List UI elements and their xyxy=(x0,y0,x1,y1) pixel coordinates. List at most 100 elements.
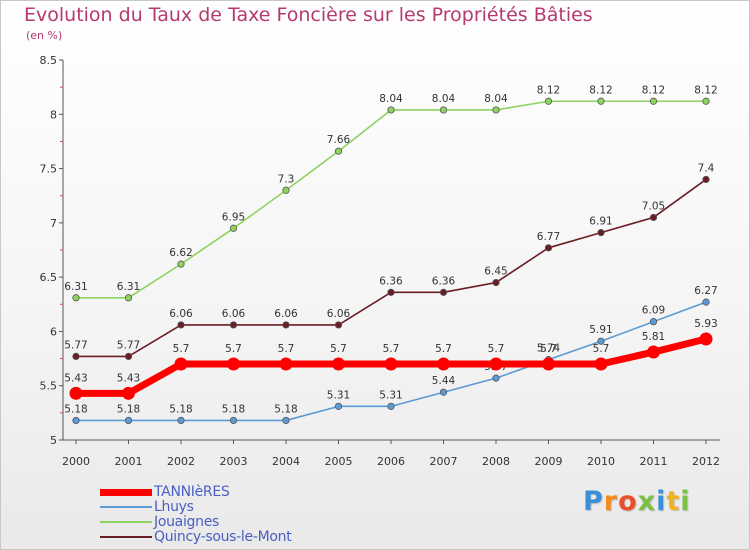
data-label: 5.7 xyxy=(593,343,610,355)
data-label: 5.31 xyxy=(379,389,402,401)
data-point xyxy=(387,288,395,296)
x-tick-label: 2004 xyxy=(272,455,300,468)
data-label: 5.18 xyxy=(274,403,297,415)
data-point xyxy=(177,321,185,329)
data-label: 6.27 xyxy=(694,285,717,297)
data-label: 6.06 xyxy=(169,308,193,320)
data-point xyxy=(177,260,185,268)
data-label: 5.7 xyxy=(383,343,400,355)
data-point xyxy=(334,321,343,329)
data-label: 5.7 xyxy=(225,343,242,355)
data-point xyxy=(702,97,710,105)
data-label: 6.62 xyxy=(169,247,192,259)
data-point xyxy=(124,416,133,425)
legend-swatch xyxy=(100,489,152,496)
data-label: 6.77 xyxy=(537,231,560,243)
data-point xyxy=(597,97,605,105)
legend-swatch xyxy=(100,521,152,523)
line-chart: 5 5.5 6 6.5 7 7.5 8 8.5 2000 2001 2002 2003 2004 2005… xyxy=(40,54,720,468)
data-point xyxy=(439,106,448,114)
data-label: 6.06 xyxy=(274,308,298,320)
data-label: 5.7 xyxy=(173,343,190,355)
data-point xyxy=(437,357,450,371)
logo-letter: P xyxy=(583,486,604,517)
data-point xyxy=(544,97,553,105)
data-label: 5.93 xyxy=(694,318,717,330)
data-label: 7.05 xyxy=(642,200,665,212)
y-tick-label: 8.5 xyxy=(40,54,58,67)
data-label: 5.7 xyxy=(330,343,347,355)
data-label: 5.44 xyxy=(432,375,456,387)
y-tick-label: 5 xyxy=(50,434,57,447)
data-point xyxy=(334,402,343,410)
x-tick-label: 2000 xyxy=(62,455,90,468)
y-tick-label: 6.5 xyxy=(40,271,58,284)
data-point xyxy=(492,278,500,287)
y-tick-label: 7 xyxy=(50,217,57,230)
x-tick-label: 2001 xyxy=(115,455,143,468)
data-point xyxy=(72,294,80,302)
data-label: 7.3 xyxy=(278,173,295,185)
data-label: 6.91 xyxy=(589,216,612,228)
data-point xyxy=(229,321,238,329)
data-label: 6.06 xyxy=(327,308,351,320)
data-point xyxy=(594,357,608,371)
y-tick-label: 5.5 xyxy=(40,380,58,393)
data-label: 5.18 xyxy=(64,403,87,415)
x-tick-label: 2009 xyxy=(535,455,563,468)
legend-label: TANNIèRES xyxy=(154,484,230,500)
data-label: 6.36 xyxy=(379,275,403,287)
data-point xyxy=(699,332,713,346)
chart-subtitle: (en %) xyxy=(26,29,63,42)
data-label: 5.81 xyxy=(642,331,665,343)
data-point xyxy=(597,229,605,237)
x-tick-label: 2011 xyxy=(640,455,668,468)
data-label: 5.43 xyxy=(64,372,87,384)
data-point xyxy=(647,345,660,359)
data-point xyxy=(282,186,290,194)
data-label: 7.4 xyxy=(698,162,715,174)
data-label: 6.31 xyxy=(117,281,140,293)
legend-swatch xyxy=(100,506,152,508)
data-label: 5.7 xyxy=(435,343,452,355)
logo-letter: r xyxy=(603,486,619,517)
logo-letter: t xyxy=(666,486,681,517)
x-tick-label: 2003 xyxy=(220,455,248,468)
data-point xyxy=(439,288,448,296)
data-point xyxy=(332,357,345,371)
data-point xyxy=(649,213,658,222)
legend-label: Lhuys xyxy=(154,499,194,515)
data-point xyxy=(229,416,238,425)
x-tick-label: 2002 xyxy=(167,455,195,468)
legend-label: Jouaignes xyxy=(154,514,220,530)
data-point xyxy=(279,357,293,371)
data-point xyxy=(72,352,80,360)
logo-letter: i xyxy=(680,486,691,517)
data-point xyxy=(387,402,395,410)
data-label: 5.31 xyxy=(327,389,350,401)
data-label: 6.45 xyxy=(484,266,507,278)
logo-letter: i xyxy=(656,486,667,517)
data-label: 8.04 xyxy=(379,93,403,105)
data-point xyxy=(122,386,135,400)
data-point xyxy=(124,294,133,302)
data-label: 8.12 xyxy=(537,84,560,96)
legend-swatch xyxy=(100,536,152,538)
data-label: 5.74 xyxy=(537,343,561,355)
series-line xyxy=(76,100,706,299)
data-label: 5.77 xyxy=(64,339,87,351)
data-point xyxy=(282,416,290,425)
data-label: 8.04 xyxy=(432,93,456,105)
data-point xyxy=(282,321,290,329)
data-point xyxy=(334,147,343,155)
x-tick-label: 2006 xyxy=(377,455,405,468)
data-point xyxy=(439,388,448,396)
data-label: 5.18 xyxy=(169,403,192,415)
data-point xyxy=(544,244,553,252)
data-point xyxy=(69,386,83,400)
data-point xyxy=(649,318,658,326)
data-point xyxy=(597,337,605,345)
data-label: 5.43 xyxy=(117,372,140,384)
legend-label: Quincy-sous-le-Mont xyxy=(154,529,292,545)
